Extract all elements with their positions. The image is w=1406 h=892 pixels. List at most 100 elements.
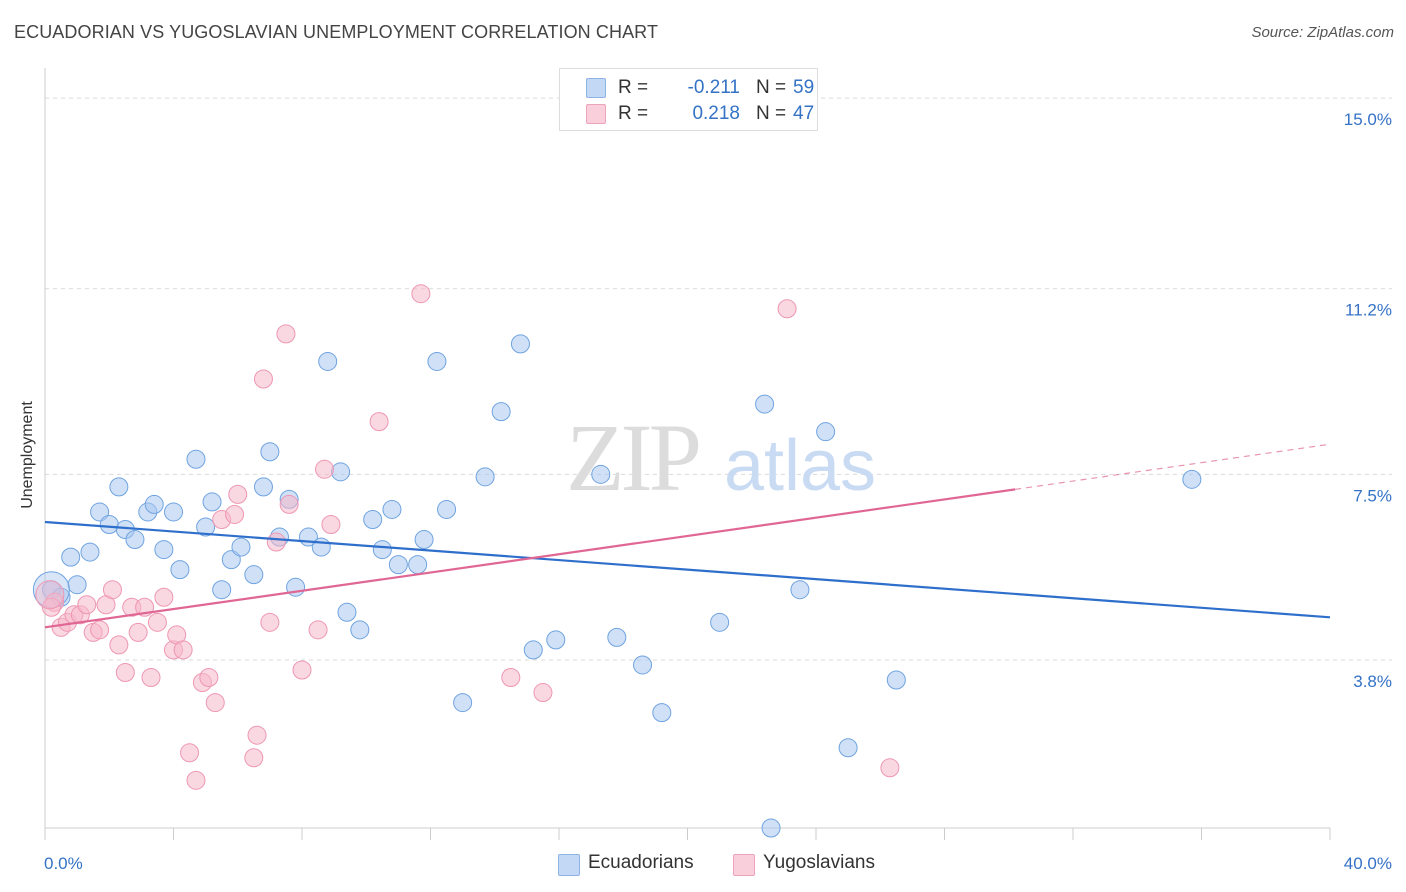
yugoslavian-point bbox=[228, 484, 248, 504]
ecuadorian-point bbox=[260, 442, 280, 462]
ecuadorian-point bbox=[144, 494, 164, 514]
yugoslavian-point bbox=[180, 743, 200, 763]
legend-n-value: 47 bbox=[793, 103, 815, 124]
ecuadorian-point bbox=[109, 477, 129, 497]
ecuadorian-point bbox=[1182, 469, 1202, 489]
ecuadorian-point bbox=[170, 560, 190, 580]
yugoslavian-point bbox=[90, 620, 110, 640]
ecuadorian-point bbox=[80, 542, 100, 562]
yugoslavian-point bbox=[533, 683, 553, 703]
y-tick-label: 15.0% bbox=[1344, 110, 1392, 129]
ecuadorian-point bbox=[90, 502, 110, 522]
ecuadorian-trend-line bbox=[44, 520, 1331, 619]
ecuadorian-point bbox=[186, 449, 206, 469]
ecuadorian-point bbox=[164, 502, 183, 522]
ecuadorian-point bbox=[244, 565, 264, 585]
ecuadorian-point bbox=[331, 462, 351, 482]
yugoslavian-point bbox=[247, 725, 267, 745]
ecuadorian-point bbox=[607, 627, 627, 647]
ecuadorian-point bbox=[372, 540, 392, 560]
ecuadorian-point bbox=[363, 509, 383, 529]
trend-lines bbox=[44, 443, 1331, 629]
yugoslavian-point bbox=[186, 770, 206, 790]
yugoslavian-point bbox=[102, 580, 122, 600]
yugoslavian-point bbox=[501, 667, 521, 687]
yugoslavian-point bbox=[369, 412, 389, 432]
ecuadorian-point bbox=[154, 540, 174, 560]
legend-label-yugoslavians: Yugoslavians bbox=[763, 852, 875, 873]
ecuadorian-point bbox=[388, 555, 408, 575]
ecuadorian-point bbox=[453, 693, 473, 713]
yugoslavian-point bbox=[115, 662, 135, 682]
yugoslavian-trend-line bbox=[44, 488, 1016, 629]
yugoslavian-point bbox=[225, 504, 245, 524]
legend-swatch-yugoslavians bbox=[586, 104, 606, 124]
yugoslavian-point bbox=[276, 324, 296, 344]
yugoslavian-point bbox=[314, 459, 334, 479]
yugoslavian-point bbox=[141, 667, 161, 687]
x-tick-label: 0.0% bbox=[44, 854, 83, 873]
yugoslavian-point bbox=[777, 299, 797, 319]
yugoslavian-trend-extension bbox=[1015, 443, 1331, 490]
ecuadorian-point bbox=[202, 492, 222, 512]
ecuadorian-point bbox=[755, 394, 775, 414]
legend-r-label: R = bbox=[618, 103, 649, 124]
ecuadorian-point bbox=[221, 550, 241, 570]
ecuadorian-point bbox=[350, 620, 370, 640]
yugoslavian-point bbox=[109, 635, 129, 655]
yugoslavian-point bbox=[260, 612, 280, 632]
ecuadorian-point bbox=[523, 640, 543, 660]
yugoslavian-point bbox=[266, 532, 286, 552]
yugoslavian-point bbox=[128, 622, 148, 642]
legend-r-value: 0.218 bbox=[692, 103, 740, 124]
y-tick-label: 7.5% bbox=[1353, 486, 1392, 505]
tick-labels: 3.8% 7.5% 11.2% 15.0% 0.0% 40.0% bbox=[44, 110, 1392, 873]
ecuadorian-point bbox=[546, 630, 566, 650]
yugoslavian-point-cluster bbox=[35, 580, 65, 610]
yugoslavian-point bbox=[205, 693, 225, 713]
ecuadorian-point bbox=[67, 575, 87, 595]
watermark: ZIP atlas bbox=[566, 404, 876, 511]
legend-n-label: N = bbox=[756, 77, 787, 98]
ecuadorian-point bbox=[408, 555, 428, 575]
legend-swatch-yugoslavians bbox=[733, 854, 755, 876]
yugoslavian-point bbox=[292, 660, 312, 680]
ecuadorian-point bbox=[212, 580, 232, 600]
legend-r-label: R = bbox=[618, 77, 649, 98]
ecuadorian-point bbox=[253, 477, 273, 497]
ecuadorian-point bbox=[311, 537, 331, 557]
watermark-atlas: atlas bbox=[724, 426, 876, 506]
ecuadorian-point bbox=[710, 612, 730, 632]
source-note: Source: ZipAtlas.com bbox=[1251, 24, 1394, 41]
yugoslavian-point bbox=[308, 620, 328, 640]
yugoslavian-point bbox=[321, 514, 341, 534]
legend-n-value: 59 bbox=[793, 77, 815, 98]
ecuadorian-point bbox=[886, 670, 906, 690]
ecuadorian-point bbox=[790, 580, 810, 600]
yugoslavian-point bbox=[411, 284, 431, 304]
legend-n-label: N = bbox=[756, 103, 787, 124]
series-yugoslavians-points bbox=[35, 284, 900, 790]
ecuadorian-point bbox=[414, 530, 434, 550]
x-tick-label: 40.0% bbox=[1344, 854, 1392, 873]
ecuadorian-point bbox=[633, 655, 653, 675]
axes bbox=[44, 68, 1331, 840]
ecuadorian-point bbox=[99, 514, 119, 534]
chart-title: ECUADORIAN VS YUGOSLAVIAN UNEMPLOYMENT C… bbox=[14, 22, 659, 42]
watermark-zip: ZIP bbox=[566, 404, 699, 511]
ecuadorian-point bbox=[427, 351, 447, 371]
yugoslavian-point bbox=[244, 748, 264, 768]
yugoslavian-point bbox=[154, 587, 174, 607]
yugoslavian-point bbox=[77, 595, 97, 615]
series-ecuadorians-points bbox=[32, 334, 1202, 838]
correlation-legend: R = -0.211 N = 59 R = 0.218 N = 47 bbox=[559, 68, 818, 131]
ecuadorian-point bbox=[437, 499, 457, 519]
yugoslavian-point bbox=[199, 667, 219, 687]
ecuadorian-point bbox=[475, 467, 495, 487]
legend-swatch-ecuadorians bbox=[558, 854, 580, 876]
yugoslavian-point bbox=[173, 640, 193, 660]
legend-r-value: -0.211 bbox=[687, 77, 740, 98]
y-tick-label: 11.2% bbox=[1345, 301, 1392, 320]
ecuadorian-point bbox=[491, 402, 511, 422]
